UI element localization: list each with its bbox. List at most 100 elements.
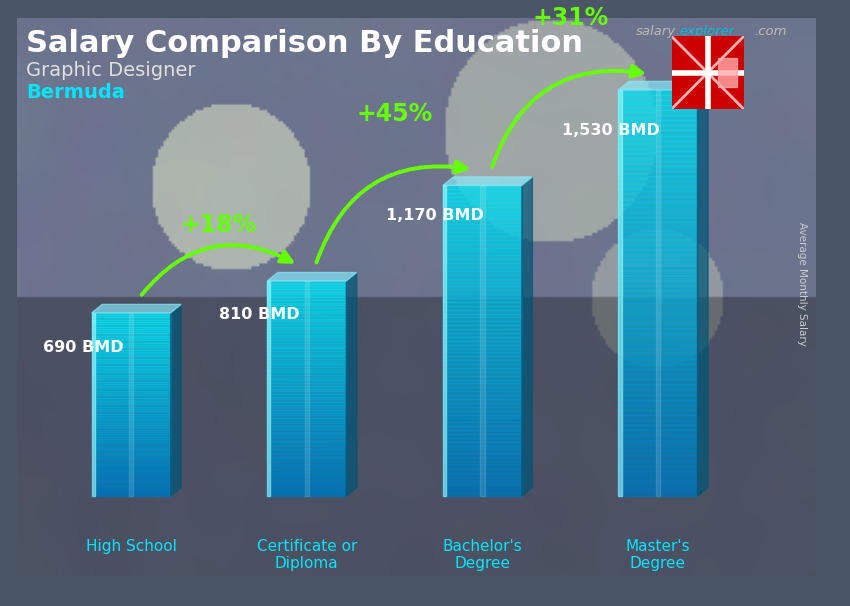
Bar [443, 407, 522, 411]
Bar [92, 455, 171, 457]
Text: salary: salary [636, 25, 676, 38]
Bar [267, 300, 346, 302]
Bar [443, 271, 522, 275]
Bar [92, 318, 171, 320]
Text: Salary Comparison By Education: Salary Comparison By Education [26, 29, 583, 58]
Bar [619, 161, 698, 166]
Bar [267, 302, 346, 305]
Bar [92, 402, 171, 404]
Bar [619, 395, 698, 399]
Bar [267, 491, 346, 493]
Bar [267, 413, 346, 416]
Bar [267, 353, 346, 356]
Bar [304, 281, 309, 496]
Bar [267, 394, 346, 396]
Bar [443, 263, 522, 267]
Bar [267, 291, 346, 295]
Bar [619, 145, 698, 151]
Bar [443, 185, 522, 189]
Bar [267, 364, 346, 367]
Bar [92, 363, 171, 365]
Bar [619, 379, 698, 384]
Bar [92, 468, 171, 471]
Bar [443, 282, 522, 287]
Bar [92, 404, 171, 407]
Bar [92, 421, 171, 423]
Bar [92, 427, 171, 430]
Bar [92, 373, 171, 375]
Bar [92, 450, 171, 453]
Bar [619, 283, 698, 288]
Bar [267, 461, 346, 464]
Bar [267, 335, 346, 338]
Bar [92, 356, 171, 359]
Bar [619, 258, 698, 262]
Bar [92, 487, 171, 489]
Bar [619, 125, 698, 130]
Text: High School: High School [86, 539, 177, 553]
Bar [92, 379, 171, 382]
Bar [443, 185, 446, 496]
Bar [619, 95, 698, 100]
Bar [443, 395, 522, 399]
Bar [443, 298, 522, 302]
Bar [443, 450, 522, 453]
Bar [267, 418, 346, 421]
Bar [619, 115, 698, 121]
Bar [443, 411, 522, 415]
Bar [619, 288, 698, 293]
Bar [92, 342, 171, 345]
Bar [443, 442, 522, 445]
Bar [443, 384, 522, 387]
Bar [443, 287, 522, 290]
Bar [619, 191, 698, 196]
Bar [92, 423, 171, 425]
Bar [443, 279, 522, 282]
Bar [443, 267, 522, 271]
Bar [267, 442, 346, 445]
Bar [443, 228, 522, 232]
Bar [267, 330, 346, 332]
Bar [92, 345, 171, 347]
Bar [619, 252, 698, 258]
Bar [443, 221, 522, 224]
Bar [267, 421, 346, 424]
Bar [619, 273, 698, 278]
Bar [92, 375, 171, 377]
Text: 810 BMD: 810 BMD [219, 307, 300, 322]
Bar [443, 321, 522, 325]
Bar [619, 491, 698, 496]
Bar [443, 240, 522, 244]
Bar [443, 465, 522, 469]
Bar [443, 356, 522, 360]
Bar [443, 205, 522, 208]
Bar [619, 440, 698, 445]
Polygon shape [92, 304, 181, 313]
Bar [267, 391, 346, 394]
Bar [92, 476, 171, 478]
Bar [267, 482, 346, 485]
Bar [92, 370, 171, 373]
Bar [92, 386, 171, 388]
Bar [443, 341, 522, 345]
Bar [92, 448, 171, 450]
Bar [443, 213, 522, 216]
Bar [267, 295, 346, 297]
Bar [619, 374, 698, 379]
Bar [443, 216, 522, 221]
Bar [443, 426, 522, 430]
Bar [92, 464, 171, 466]
Bar [92, 409, 171, 411]
Bar [443, 445, 522, 450]
Bar [443, 325, 522, 329]
Bar [443, 197, 522, 201]
Bar [92, 414, 171, 416]
Bar [92, 435, 171, 436]
Bar [267, 469, 346, 472]
Bar [619, 227, 698, 232]
Bar [92, 416, 171, 418]
Text: explorer: explorer [679, 25, 734, 38]
Bar [619, 141, 698, 145]
Bar [92, 331, 171, 333]
Bar [619, 399, 698, 405]
